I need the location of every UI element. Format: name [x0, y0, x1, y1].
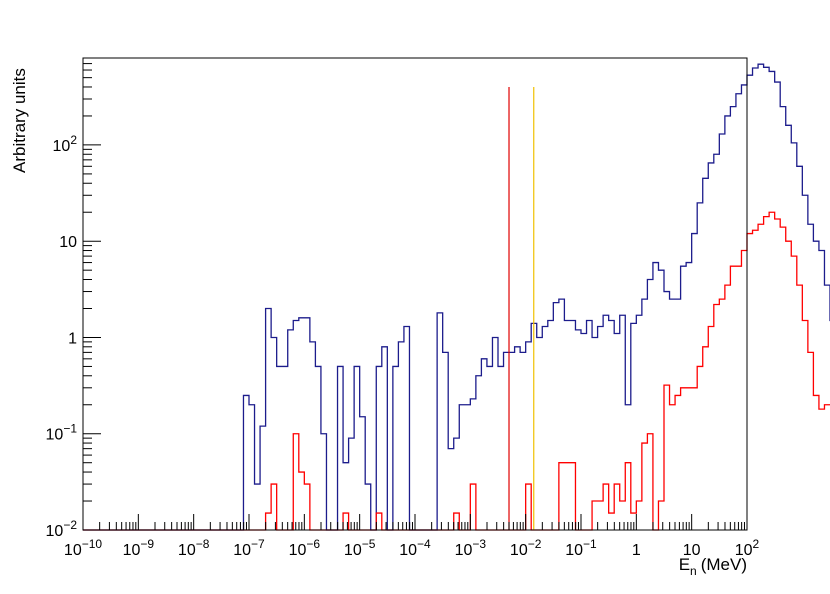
x-tick-label-base: 10 [123, 542, 141, 559]
x-tick-label-base: 10 [233, 542, 251, 559]
axis-layer: 10−10 10−9 10−8 10−7 10−6 10−5 10−4 10−3 10−2 10−… [46, 57, 760, 559]
y-tick-label-base: 10 [53, 138, 71, 155]
x-tick-label-base: 10 [289, 542, 307, 559]
y-tick-label-exp: 2 [70, 133, 77, 147]
x-tick-label: 10−4 [399, 537, 431, 559]
plot-layer [83, 63, 830, 531]
x-tick-label: 10−1 [565, 537, 597, 559]
y-tick-label-base: 10 [59, 234, 77, 251]
x-axis-title-sub: n [690, 564, 697, 578]
y-tick-label: 10−2 [46, 518, 78, 540]
x-tick-label-exp: −9 [140, 537, 154, 551]
x-tick-label-base: 1 [632, 542, 641, 559]
y-tick-label-exp: −2 [63, 518, 77, 532]
x-tick-label-exp: −3 [472, 537, 486, 551]
x-tick-label-exp: −7 [251, 537, 265, 551]
histogram-series-1 [83, 211, 830, 531]
y-axis-title: Arbitrary units [10, 68, 29, 173]
x-axis-title-main: E [679, 555, 690, 574]
x-tick-label-base: 10 [455, 542, 473, 559]
x-tick-label-base: 10 [510, 542, 528, 559]
histogram-series-0 [83, 63, 830, 531]
x-tick-label-exp: −5 [362, 537, 376, 551]
x-tick-label-exp: 2 [753, 537, 760, 551]
x-tick-label: 10−8 [178, 537, 210, 559]
x-tick-label: 1 [632, 542, 641, 559]
x-tick-label: 102 [735, 537, 760, 559]
x-tick-label-exp: −10 [82, 537, 103, 551]
y-tick-label: 10−1 [46, 422, 78, 444]
x-tick-label: 10−3 [455, 537, 487, 559]
x-tick-label: 10−10 [64, 537, 102, 559]
x-tick-label-base: 10 [399, 542, 417, 559]
x-tick-label-base: 10 [565, 542, 583, 559]
x-tick-label: 10−2 [510, 537, 542, 559]
y-tick-label: 102 [53, 133, 78, 155]
y-tick-label: 1 [68, 330, 77, 347]
x-tick-label: 10−7 [233, 537, 265, 559]
x-tick-label: 10−5 [344, 537, 376, 559]
x-tick-label-base: 10 [178, 542, 196, 559]
x-axis-title-units: (MeV) [701, 555, 747, 574]
x-tick-label-base: 10 [683, 542, 701, 559]
x-tick-label-exp: −6 [306, 537, 320, 551]
y-tick-label-base: 1 [68, 330, 77, 347]
x-tick-label-base: 10 [735, 542, 753, 559]
y-tick-label: 10 [59, 234, 77, 251]
x-tick-label-base: 10 [344, 542, 362, 559]
y-tick-label-base: 10 [46, 427, 64, 444]
x-tick-label-exp: −2 [528, 537, 542, 551]
x-tick-label-exp: −1 [583, 537, 597, 551]
x-axis-title: En (MeV) [679, 555, 747, 578]
x-tick-label-base: 10 [64, 542, 82, 559]
x-tick-label-exp: −4 [417, 537, 431, 551]
x-tick-label: 10 [683, 542, 701, 559]
x-tick-label-exp: −8 [196, 537, 210, 551]
y-tick-label-exp: −1 [63, 422, 77, 436]
x-tick-label: 10−6 [289, 537, 321, 559]
y-tick-label-base: 10 [46, 523, 64, 540]
x-tick-label: 10−9 [123, 537, 155, 559]
